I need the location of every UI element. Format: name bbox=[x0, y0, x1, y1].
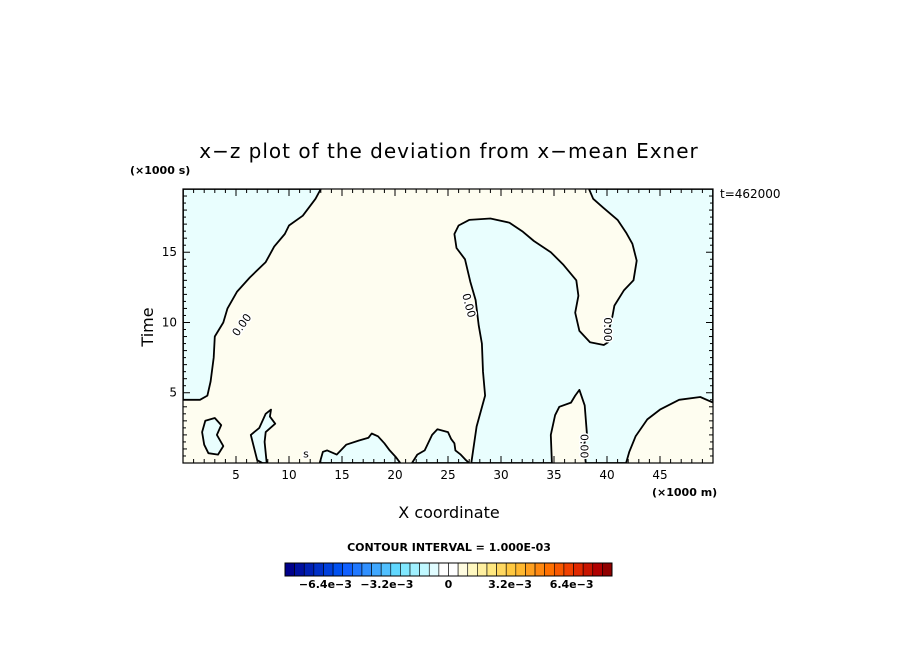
colorbar-swatch bbox=[602, 562, 613, 577]
x-tick-label: 30 bbox=[493, 468, 508, 482]
time-stamp: t=462000 bbox=[720, 187, 781, 201]
colorbar-frame bbox=[284, 562, 613, 577]
colorbar-swatch bbox=[352, 562, 363, 577]
colorbar-swatch bbox=[486, 562, 497, 577]
colorbar-tick-label: 3.2e−3 bbox=[488, 578, 532, 591]
colorbar-tick-label: −3.2e−3 bbox=[360, 578, 413, 591]
contour-interval-text: CONTOUR INTERVAL = 1.000E-03 bbox=[347, 541, 551, 554]
negative-region bbox=[250, 409, 276, 463]
colorbar-swatch bbox=[419, 562, 430, 577]
contour-line bbox=[183, 189, 322, 401]
colorbar-swatch bbox=[477, 562, 488, 577]
negative-region bbox=[319, 433, 401, 463]
colorbar-swatch bbox=[303, 562, 315, 577]
colorbar-swatch bbox=[409, 562, 420, 577]
x-tick-label: 15 bbox=[334, 468, 349, 482]
colorbar-swatch bbox=[457, 562, 469, 577]
colorbar-swatch bbox=[582, 562, 594, 577]
y-axis-label: Time bbox=[138, 307, 157, 347]
x-axis-label: X coordinate bbox=[398, 503, 499, 522]
colorbar-tick-label: 6.4e−3 bbox=[550, 578, 594, 591]
contour-line bbox=[453, 189, 713, 463]
negative-region bbox=[202, 418, 224, 455]
colorbar-swatch bbox=[313, 562, 324, 577]
colorbar-swatch bbox=[592, 562, 603, 577]
colorbar-swatch bbox=[400, 562, 411, 577]
x-unit-label: (×1000 m) bbox=[652, 486, 717, 499]
x-tick-label: 20 bbox=[387, 468, 402, 482]
colorbar-swatch bbox=[284, 562, 295, 577]
y-tick-label: 15 bbox=[162, 245, 177, 259]
colorbar-swatch bbox=[544, 562, 555, 577]
colorbar-swatch bbox=[534, 562, 545, 577]
colorbar-swatch bbox=[361, 562, 372, 577]
colorbar: −6.4e−3 −3.2e−3 0 3.2e−3 6.4e−3 bbox=[284, 562, 613, 591]
x-tick-label: 10 bbox=[281, 468, 296, 482]
negative-region bbox=[454, 189, 713, 463]
colorbar-swatch bbox=[448, 562, 459, 577]
colorbar-swatch bbox=[553, 562, 565, 577]
colorbar-swatch bbox=[390, 562, 401, 577]
contour-line bbox=[201, 417, 225, 456]
y-tick-label: 5 bbox=[169, 386, 177, 400]
colorbar-swatch bbox=[515, 562, 526, 577]
colorbar-swatch bbox=[380, 562, 392, 577]
colorbar-swatch bbox=[467, 562, 478, 577]
colorbar-swatch bbox=[323, 562, 334, 577]
y-unit-label: (×1000 s) bbox=[130, 164, 190, 177]
colorbar-swatch bbox=[294, 562, 305, 577]
x-tick-label: 25 bbox=[440, 468, 455, 482]
contour-label: 0.00 bbox=[601, 317, 614, 342]
negative-region bbox=[183, 189, 321, 400]
x-tick-label: 40 bbox=[599, 468, 614, 482]
chart-title: x−z plot of the deviation from x−mean Ex… bbox=[199, 139, 699, 163]
colorbar-swatch bbox=[332, 562, 344, 577]
colorbar-tick-label: −6.4e−3 bbox=[299, 578, 352, 591]
x-tick-label: 45 bbox=[652, 468, 667, 482]
negative-region bbox=[412, 429, 470, 463]
colorbar-swatch bbox=[371, 562, 382, 577]
colorbar-swatch bbox=[428, 562, 440, 577]
colorbar-swatch bbox=[525, 562, 536, 577]
contour-line bbox=[411, 428, 471, 463]
contour-line bbox=[249, 408, 277, 463]
colorbar-swatch bbox=[496, 562, 507, 577]
contour-label: 0.00 bbox=[578, 434, 591, 459]
colorbar-swatch bbox=[563, 562, 574, 577]
colorbar-swatch bbox=[342, 562, 353, 577]
colorbar-swatch bbox=[505, 562, 517, 577]
colorbar-tick-label: 0 bbox=[445, 578, 453, 591]
x-tick-label: 5 bbox=[232, 468, 240, 482]
contour-label: s bbox=[303, 448, 309, 461]
colorbar-swatch bbox=[438, 562, 449, 577]
x-tick-label: 35 bbox=[546, 468, 561, 482]
colorbar-swatch bbox=[573, 562, 584, 577]
y-tick-label: 10 bbox=[162, 315, 177, 329]
